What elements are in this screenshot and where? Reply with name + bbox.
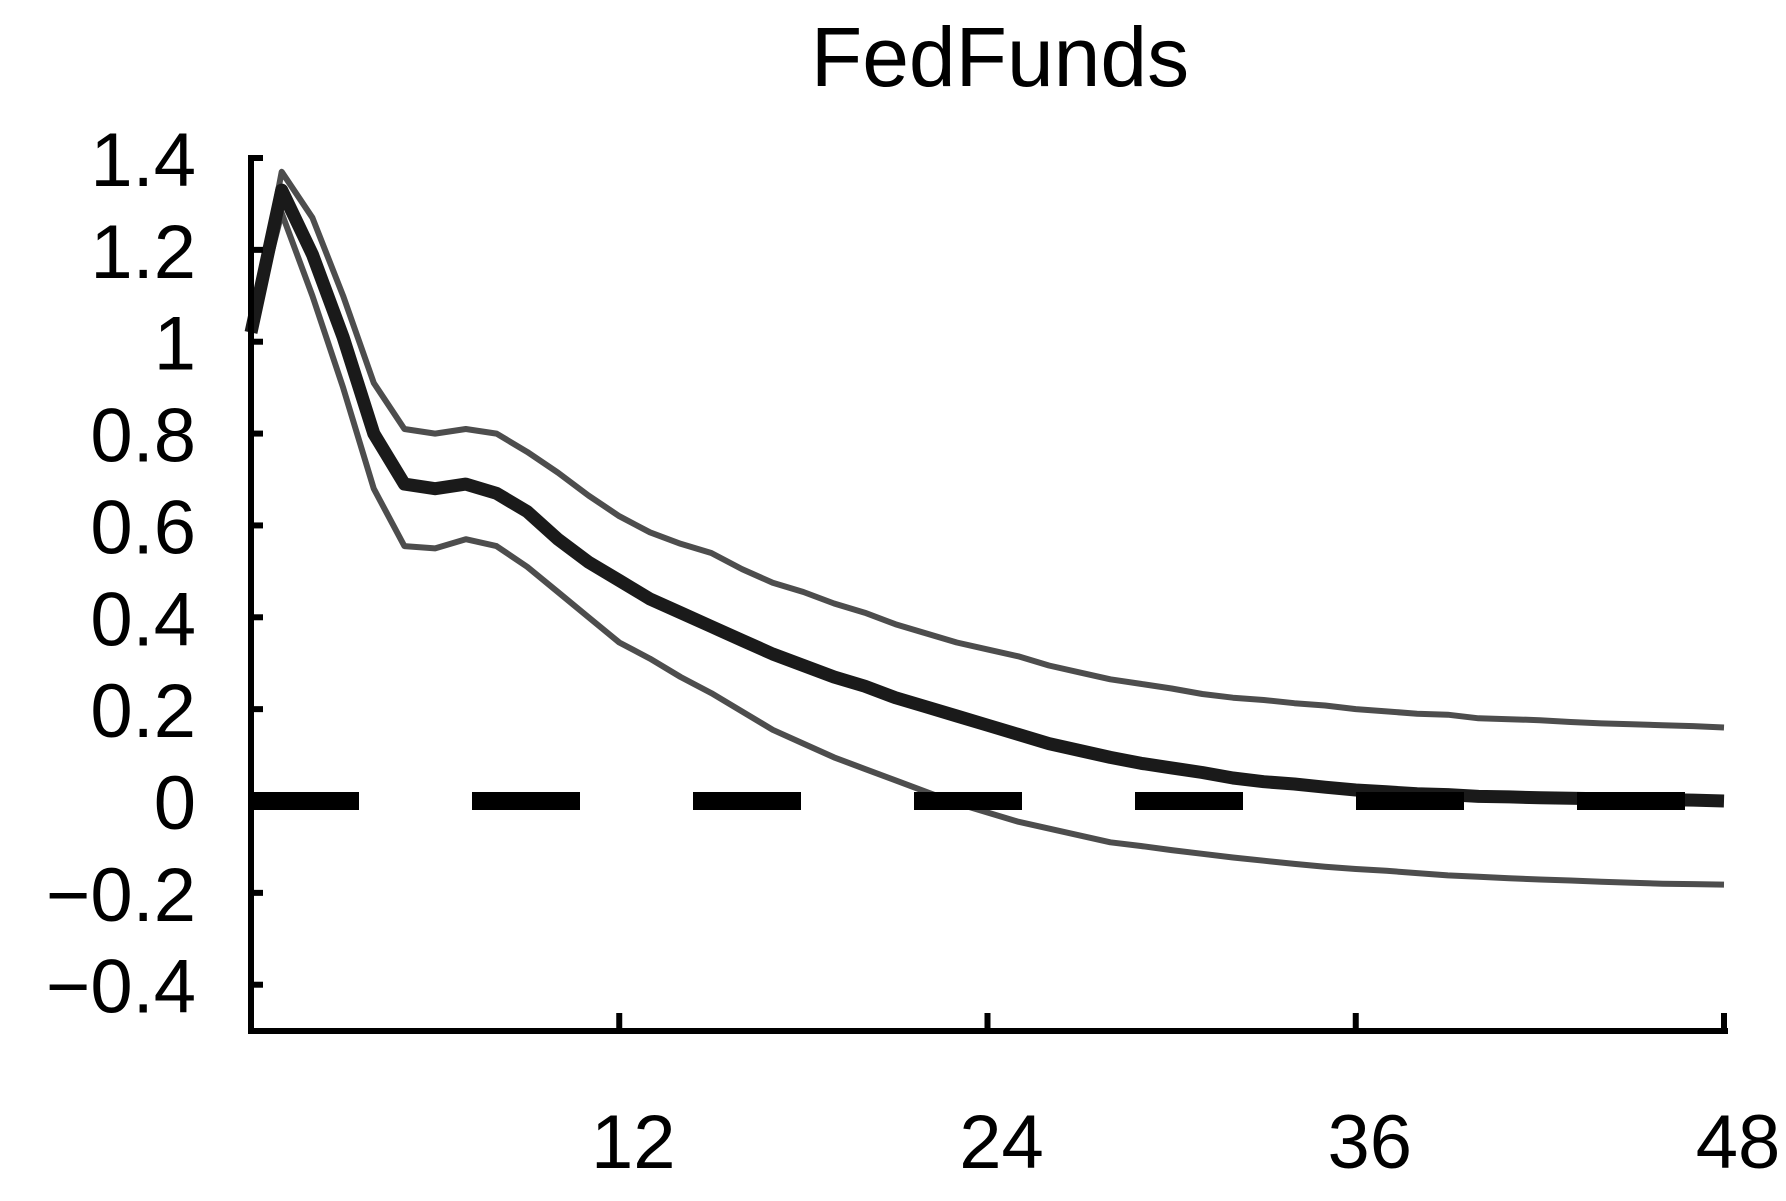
y-tick-label: −0.4 bbox=[46, 945, 196, 1030]
x-tick-label: 12 bbox=[591, 1100, 676, 1185]
series-line-median bbox=[244, 183, 1725, 808]
lines-layer bbox=[244, 168, 1725, 888]
y-tick-label: 0.2 bbox=[90, 669, 196, 754]
y-tick-label: −0.2 bbox=[46, 853, 196, 938]
y-tick-label: 1.4 bbox=[90, 118, 196, 203]
y-tick-label: 0.4 bbox=[90, 577, 196, 662]
series-line-upper-band bbox=[248, 168, 1725, 731]
x-tick-label: 48 bbox=[1696, 1100, 1781, 1185]
x-tick-label: 36 bbox=[1327, 1100, 1412, 1185]
y-ticks-layer: 1.41.210.80.60.40.20−0.2−0.4 bbox=[46, 118, 263, 1030]
y-tick-label: 1.2 bbox=[90, 210, 196, 295]
chart-title: FedFunds bbox=[811, 10, 1189, 104]
y-tick-label: 0.8 bbox=[90, 394, 196, 479]
x-ticks-layer: 12 24 36 48 bbox=[591, 1013, 1780, 1185]
y-tick-label: 1 bbox=[154, 302, 196, 387]
x-tick-label: 24 bbox=[959, 1100, 1044, 1185]
series-line-lower-band bbox=[248, 210, 1725, 888]
y-tick-label: 0 bbox=[154, 761, 196, 846]
y-tick-label: 0.6 bbox=[90, 485, 196, 570]
